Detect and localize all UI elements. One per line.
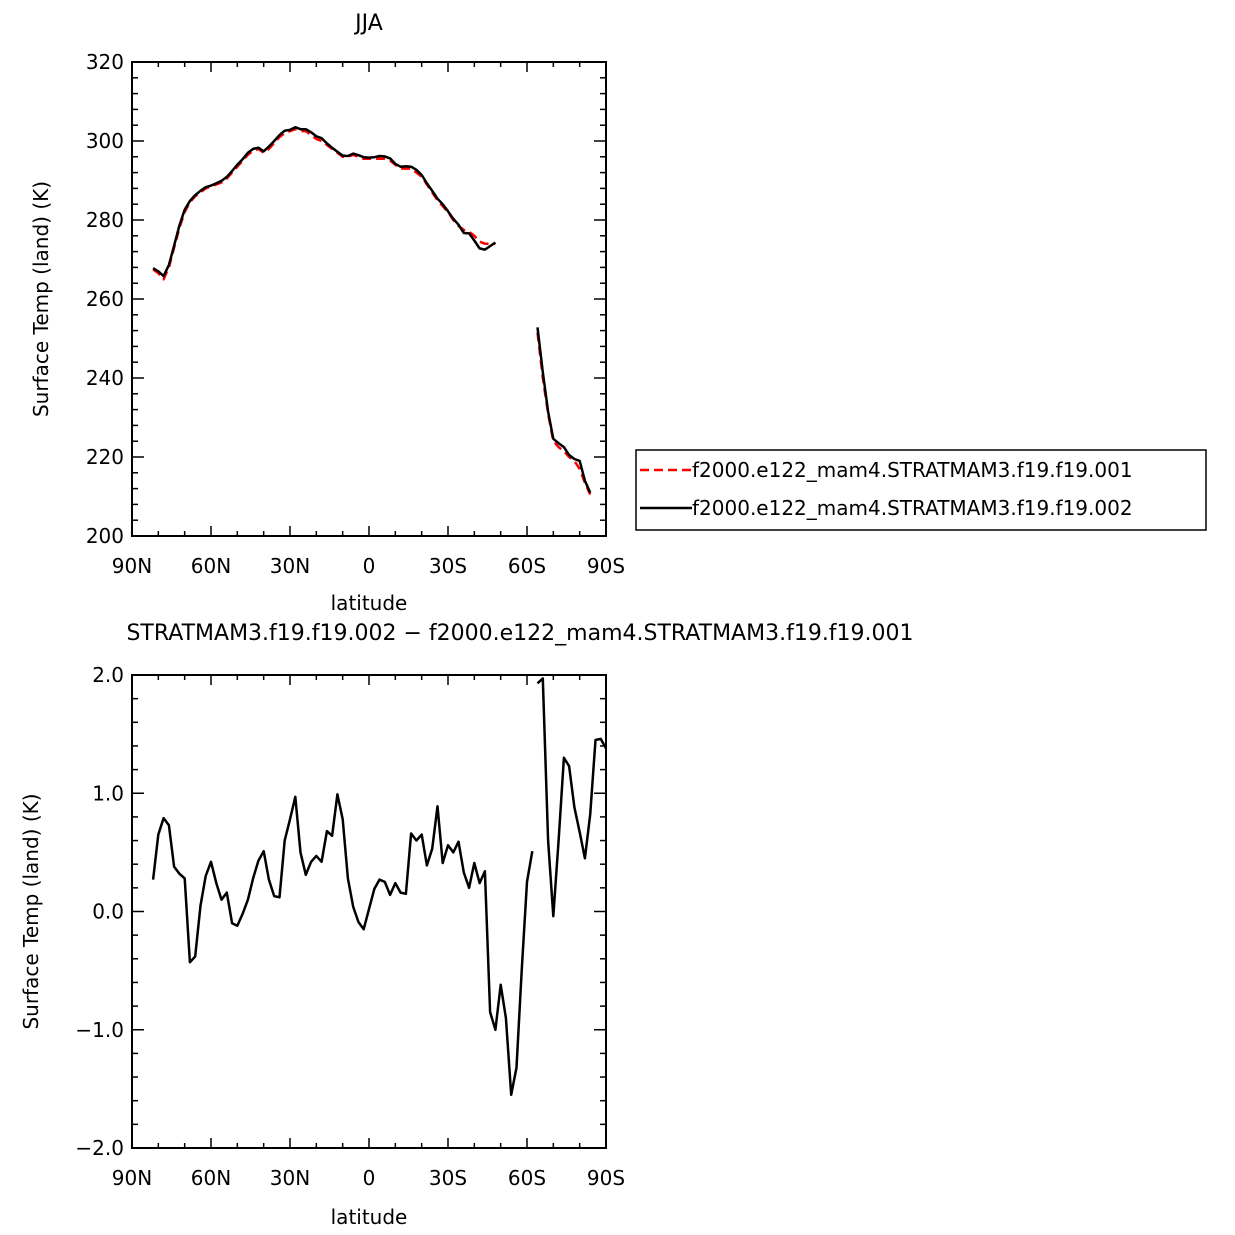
y-tick-label: 200 bbox=[86, 524, 124, 548]
y-tick-label: 280 bbox=[86, 208, 124, 232]
y-tick-label: −1.0 bbox=[75, 1018, 124, 1042]
y-tick-label: 320 bbox=[86, 50, 124, 74]
y-axis-label: Surface Temp (land) (K) bbox=[19, 793, 43, 1029]
x-axis-label: latitude bbox=[331, 591, 408, 615]
top-panel-temperature: 90N 60N 30N 0 30S 60S 90S 200 220 240 260 280 300 320… bbox=[29, 11, 1207, 615]
x-tick-label: 60N bbox=[191, 554, 231, 578]
series-line-1 bbox=[151, 793, 534, 1097]
y-tick-label: 0.0 bbox=[92, 900, 124, 924]
x-tick-label: 60N bbox=[191, 1166, 231, 1190]
x-tick-label: 30N bbox=[270, 1166, 310, 1190]
x-tick-label: 60S bbox=[508, 554, 546, 578]
x-tick-label: 60S bbox=[508, 1166, 546, 1190]
legend: f2000.e122_mam4.STRATMAM3.f19.f19.001 f20… bbox=[635, 449, 1207, 531]
x-tick-label: 90N bbox=[112, 554, 152, 578]
x-tick-label: 30S bbox=[429, 1166, 467, 1190]
x-tick-label: 30S bbox=[429, 554, 467, 578]
y-tick-label: 260 bbox=[86, 287, 124, 311]
y-tick-label: 240 bbox=[86, 366, 124, 390]
x-tick-label: 30N bbox=[270, 554, 310, 578]
legend-entry-1: f2000.e122_mam4.STRATMAM3.f19.f19.001 bbox=[692, 458, 1133, 482]
y-tick-label: 1.0 bbox=[92, 781, 124, 805]
x-axis-label: latitude bbox=[331, 1205, 408, 1229]
series-line-2 bbox=[536, 327, 592, 494]
bottom-panel-difference: 90N 60N 30N 0 30S 60S 90S −2.0 −1.0 0.0 1.0 2.0STRA… bbox=[19, 621, 914, 1229]
legend-entry-2: f2000.e122_mam4.STRATMAM3.f19.f19.002 bbox=[692, 496, 1133, 520]
legend-box bbox=[635, 449, 1207, 531]
y-axis-label: Surface Temp (land) (K) bbox=[29, 181, 53, 417]
x-tick-label: 0 bbox=[363, 1166, 376, 1190]
x-tick-label: 90N bbox=[112, 1166, 152, 1190]
y-tick-label: 2.0 bbox=[92, 663, 124, 687]
chart-title: JJA bbox=[353, 11, 383, 36]
x-tick-label: 90S bbox=[587, 1166, 625, 1190]
series-line-2 bbox=[152, 125, 497, 278]
series-line-1 bbox=[536, 677, 608, 918]
y-tick-label: 220 bbox=[86, 445, 124, 469]
y-tick-label: 300 bbox=[86, 129, 124, 153]
plot-frame bbox=[131, 61, 607, 537]
y-tick-label: −2.0 bbox=[75, 1136, 124, 1160]
chart-title: STRATMAM3.f19.f19.002 − f2000.e122_mam4.… bbox=[126, 621, 913, 646]
x-tick-label: 0 bbox=[363, 554, 376, 578]
x-tick-label: 90S bbox=[587, 554, 625, 578]
